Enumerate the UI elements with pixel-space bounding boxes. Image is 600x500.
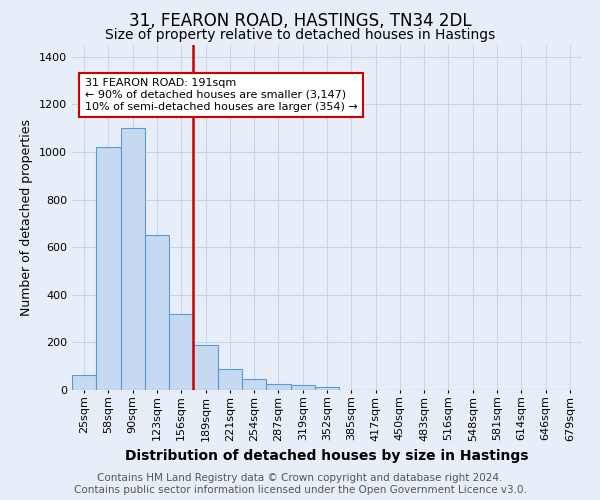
Bar [145,236,169,390]
Y-axis label: Number of detached properties: Number of detached properties [20,119,34,316]
Bar [242,379,266,390]
Text: 31, FEARON ROAD, HASTINGS, TN34 2DL: 31, FEARON ROAD, HASTINGS, TN34 2DL [128,12,472,30]
X-axis label: Distribution of detached houses by size in Hastings: Distribution of detached houses by size … [125,449,529,463]
Bar [169,314,193,390]
Bar [218,369,242,390]
Bar [96,148,121,390]
Text: Contains HM Land Registry data © Crown copyright and database right 2024.
Contai: Contains HM Land Registry data © Crown c… [74,474,526,495]
Bar [193,345,218,390]
Bar [121,128,145,390]
Bar [315,387,339,390]
Bar [290,385,315,390]
Bar [266,384,290,390]
Text: Size of property relative to detached houses in Hastings: Size of property relative to detached ho… [105,28,495,42]
Text: 31 FEARON ROAD: 191sqm
← 90% of detached houses are smaller (3,147)
10% of semi-: 31 FEARON ROAD: 191sqm ← 90% of detached… [85,78,358,112]
Bar [72,374,96,390]
